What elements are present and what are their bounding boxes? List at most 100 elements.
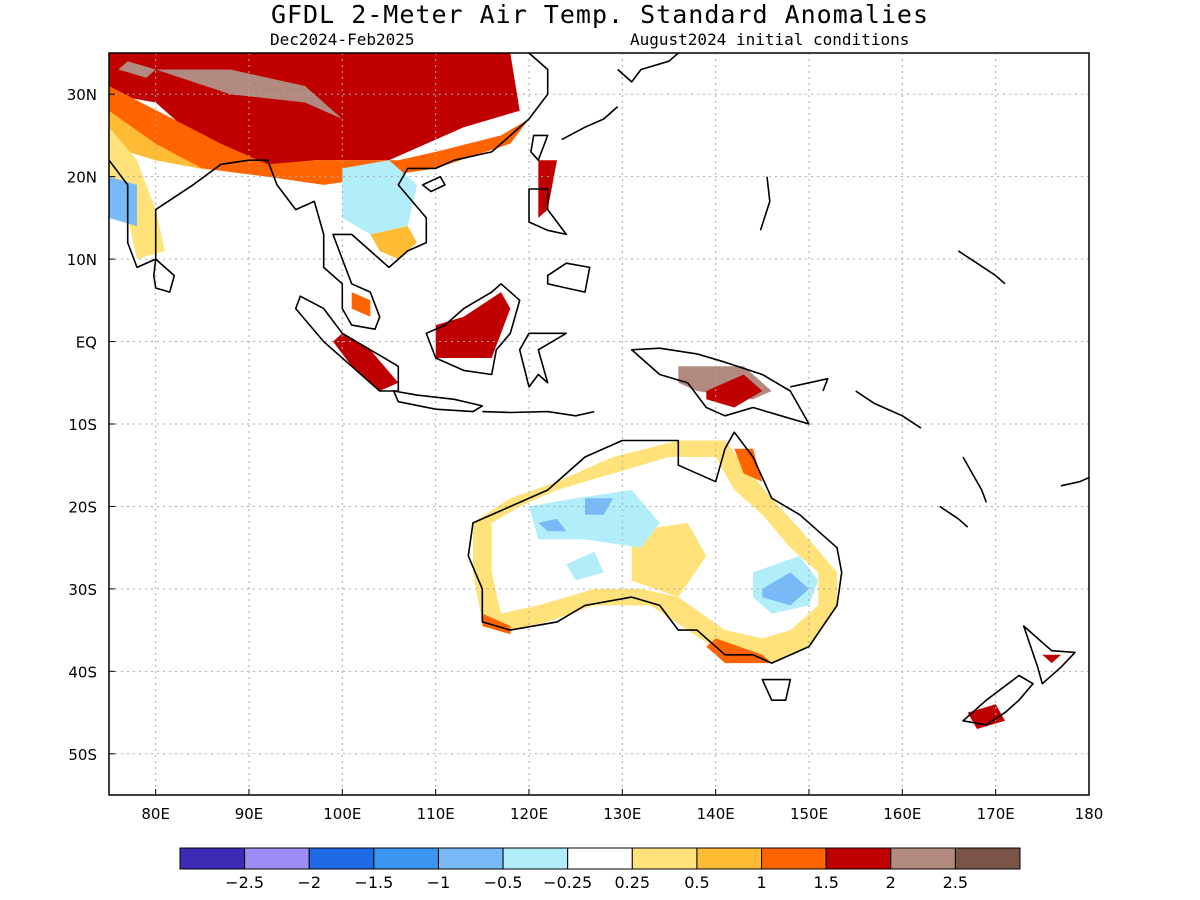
coastlines	[109, 53, 1089, 726]
colorbar-swatch	[825, 847, 892, 870]
coastline-java	[392, 390, 484, 413]
anomaly-region-6	[342, 160, 417, 235]
anomaly-region-25	[585, 498, 613, 515]
x-axis-ticks: 80E 90E 100E 110E 120E 130E 140E 150E 160E 170E 18…	[141, 789, 1103, 823]
colorbar-label: −1.5	[354, 873, 393, 892]
anomaly-region-20	[482, 613, 511, 635]
y-tick-label: 30N	[67, 86, 97, 104]
coastline-vanuatu	[962, 456, 988, 503]
colorbar-swatch	[890, 847, 956, 870]
anomaly-region-22	[734, 448, 763, 482]
anomaly-region-7	[370, 226, 417, 260]
x-tick-label: 110E	[417, 805, 455, 823]
coastline-ryukyu	[561, 106, 619, 141]
coastline-tasmania	[761, 678, 792, 702]
coastline-sulawesi	[518, 332, 568, 388]
anomaly-region-2	[109, 110, 221, 173]
coastline-nz-north	[1022, 625, 1076, 685]
colorbar	[179, 847, 1021, 870]
colorbar-label: 2.5	[943, 873, 968, 892]
colorbar-swatch	[502, 847, 569, 870]
y-tick-label: 10S	[68, 416, 97, 434]
y-axis-ticks: 30N 20N 10N EQ 10S 20S 30S 40S 50S	[67, 86, 115, 764]
coastline-hainan	[421, 175, 446, 193]
colorbar-label: 0.25	[614, 873, 650, 892]
coastline-new-britain	[790, 377, 829, 392]
anomaly-fields	[109, 53, 1061, 729]
coastline-japan-south	[617, 53, 679, 83]
colorbar-label: −0.25	[543, 873, 592, 892]
init-conditions-label: August2024 initial conditions	[630, 30, 910, 49]
anomaly-region-4	[155, 69, 343, 119]
anomaly-region-28	[566, 551, 604, 581]
x-tick-label: 140E	[697, 805, 735, 823]
y-tick-label: 30S	[68, 581, 97, 599]
colorbar-swatch	[373, 847, 439, 870]
colorbar-label: 1.5	[813, 873, 838, 892]
anomaly-region-21	[706, 638, 772, 664]
colorbar-swatch	[437, 847, 504, 870]
anomaly-region-24	[538, 518, 567, 532]
anomaly-region-23	[529, 490, 660, 548]
coastline-luzon	[528, 188, 568, 236]
anomaly-region-9	[435, 292, 511, 358]
coastline-new-guinea	[630, 347, 810, 425]
x-tick-label: 180	[1075, 805, 1104, 823]
colorbar-swatch	[244, 847, 310, 870]
y-tick-label: 20S	[68, 498, 97, 516]
y-tick-label: 10N	[67, 251, 97, 269]
colorbar-swatch	[761, 847, 827, 870]
colorbar-label: −2	[297, 873, 321, 892]
coastline-new-caledonia	[939, 505, 969, 528]
colorbar-swatch	[179, 847, 246, 870]
coastline-fiji	[1060, 476, 1089, 487]
anomaly-region-5	[118, 61, 156, 78]
colorbar-swatch	[567, 847, 633, 870]
coastline-taiwan	[530, 134, 549, 161]
x-tick-label: 170E	[977, 805, 1015, 823]
anomaly-region-1	[109, 86, 529, 185]
anomaly-region-10	[333, 333, 399, 391]
x-tick-label: 150E	[790, 805, 828, 823]
coastline-marianas	[759, 176, 771, 231]
anomaly-region-11	[351, 292, 371, 317]
colorbar-labels: −2.5 −2 −1.5 −1 −0.5 −0.25 0.25 0.5 1 1.5 2 2.5	[225, 873, 968, 892]
colorbar-label: 0.5	[684, 873, 709, 892]
coastline-solomons	[855, 390, 922, 429]
x-tick-label: 80E	[141, 805, 170, 823]
y-tick-label: 50S	[68, 746, 97, 764]
grid-lines	[109, 53, 1089, 795]
coastline-mindanao	[546, 262, 591, 293]
anomaly-region-27	[762, 572, 809, 606]
colorbar-swatch	[696, 847, 763, 870]
anomaly-region-13	[706, 374, 763, 408]
coastline-nz-south	[962, 674, 1034, 726]
x-tick-label: 160E	[883, 805, 921, 823]
coastline-borneo	[425, 282, 521, 376]
y-tick-label: EQ	[76, 334, 97, 352]
colorbar-swatch	[631, 847, 698, 870]
anomaly-region-16	[1042, 654, 1061, 664]
anomaly-region-19	[631, 522, 707, 598]
colorbar-label: 2	[886, 873, 896, 892]
coastline-australia	[467, 431, 843, 664]
x-tick-label: 120E	[510, 805, 548, 823]
x-tick-label: 130E	[603, 805, 641, 823]
colorbar-label: −1	[427, 873, 451, 892]
colorbar-label: −2.5	[225, 873, 264, 892]
coastline-lesser-sunda	[482, 410, 595, 417]
coastline-marshalls	[957, 250, 1006, 285]
x-tick-label: 90E	[235, 805, 264, 823]
x-tick-label: 100E	[323, 805, 361, 823]
y-tick-label: 40S	[68, 663, 97, 681]
anomaly-region-8	[109, 176, 137, 227]
coastline-south-asia	[109, 53, 549, 331]
y-tick-label: 20N	[67, 169, 97, 187]
chart-title: GFDL 2-Meter Air Temp. Standard Anomalie…	[270, 0, 930, 29]
colorbar-label: −0.5	[484, 873, 523, 892]
season-label: Dec2024-Feb2025	[270, 30, 415, 49]
colorbar-label: 1	[756, 873, 766, 892]
coastline-sri-lanka	[153, 258, 176, 293]
colorbar-swatch	[308, 847, 375, 870]
